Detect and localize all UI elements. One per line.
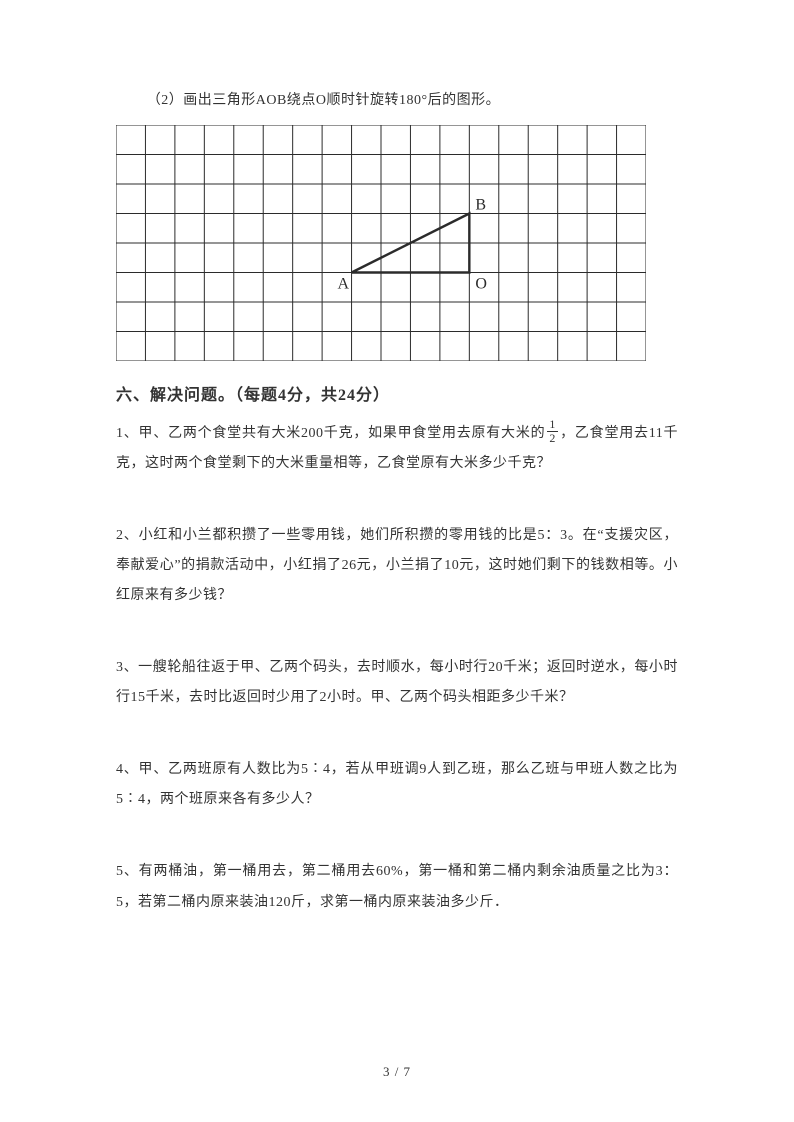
- svg-text:B: B: [475, 196, 486, 213]
- question-text: 有两桶油，第一桶用去，第二桶用去60%，第一桶和第二桶内剩余油质量之比为3：5，…: [116, 864, 678, 909]
- subquestion-label: （2）画出三角形AOB绕点O顺时针旋转180°后的图形。: [116, 88, 678, 115]
- page-number: 3 / 7: [0, 1064, 794, 1080]
- svg-text:A: A: [338, 275, 350, 292]
- question-3: 3、一艘轮船往返于甲、乙两个码头，去时顺水，每小时行20千米；返回时逆水，每小时…: [116, 653, 678, 713]
- question-number: 4、: [116, 762, 139, 777]
- question-text: 甲、乙两班原有人数比为5∶4，若从甲班调9人到乙班，那么乙班与甲班人数之比为5∶…: [116, 762, 678, 807]
- question-5: 5、有两桶油，第一桶用去，第二桶用去60%，第一桶和第二桶内剩余油质量之比为3：…: [116, 857, 678, 917]
- question-text: 小红和小兰都积攒了一些零用钱，她们所积攒的零用钱的比是5：3。在“支援灾区，奉献…: [116, 528, 678, 603]
- question-number: 5、: [116, 864, 139, 879]
- question-text: 一艘轮船往返于甲、乙两个码头，去时顺水，每小时行20千米；返回时逆水，每小时行1…: [116, 660, 678, 705]
- grid-svg: A O B: [116, 125, 646, 361]
- section-title: 六、解决问题。（每题4分，共24分）: [116, 381, 678, 405]
- question-number: 1、: [116, 426, 139, 441]
- question-number: 3、: [116, 660, 138, 675]
- grid-figure: A O B: [116, 125, 678, 361]
- questions-container: 1、甲、乙两个食堂共有大米200千克，如果甲食堂用去原有大米的12，乙食堂用去1…: [116, 419, 678, 918]
- question-text-pre: 甲、乙两个食堂共有大米200千克，如果甲食堂用去原有大米的: [139, 426, 546, 441]
- question-2: 2、小红和小兰都积攒了一些零用钱，她们所积攒的零用钱的比是5：3。在“支援灾区，…: [116, 521, 678, 611]
- question-4: 4、甲、乙两班原有人数比为5∶4，若从甲班调9人到乙班，那么乙班与甲班人数之比为…: [116, 755, 678, 815]
- question-1: 1、甲、乙两个食堂共有大米200千克，如果甲食堂用去原有大米的12，乙食堂用去1…: [116, 419, 678, 479]
- fraction: 12: [547, 418, 558, 444]
- svg-text:O: O: [475, 275, 487, 292]
- question-number: 2、: [116, 528, 139, 543]
